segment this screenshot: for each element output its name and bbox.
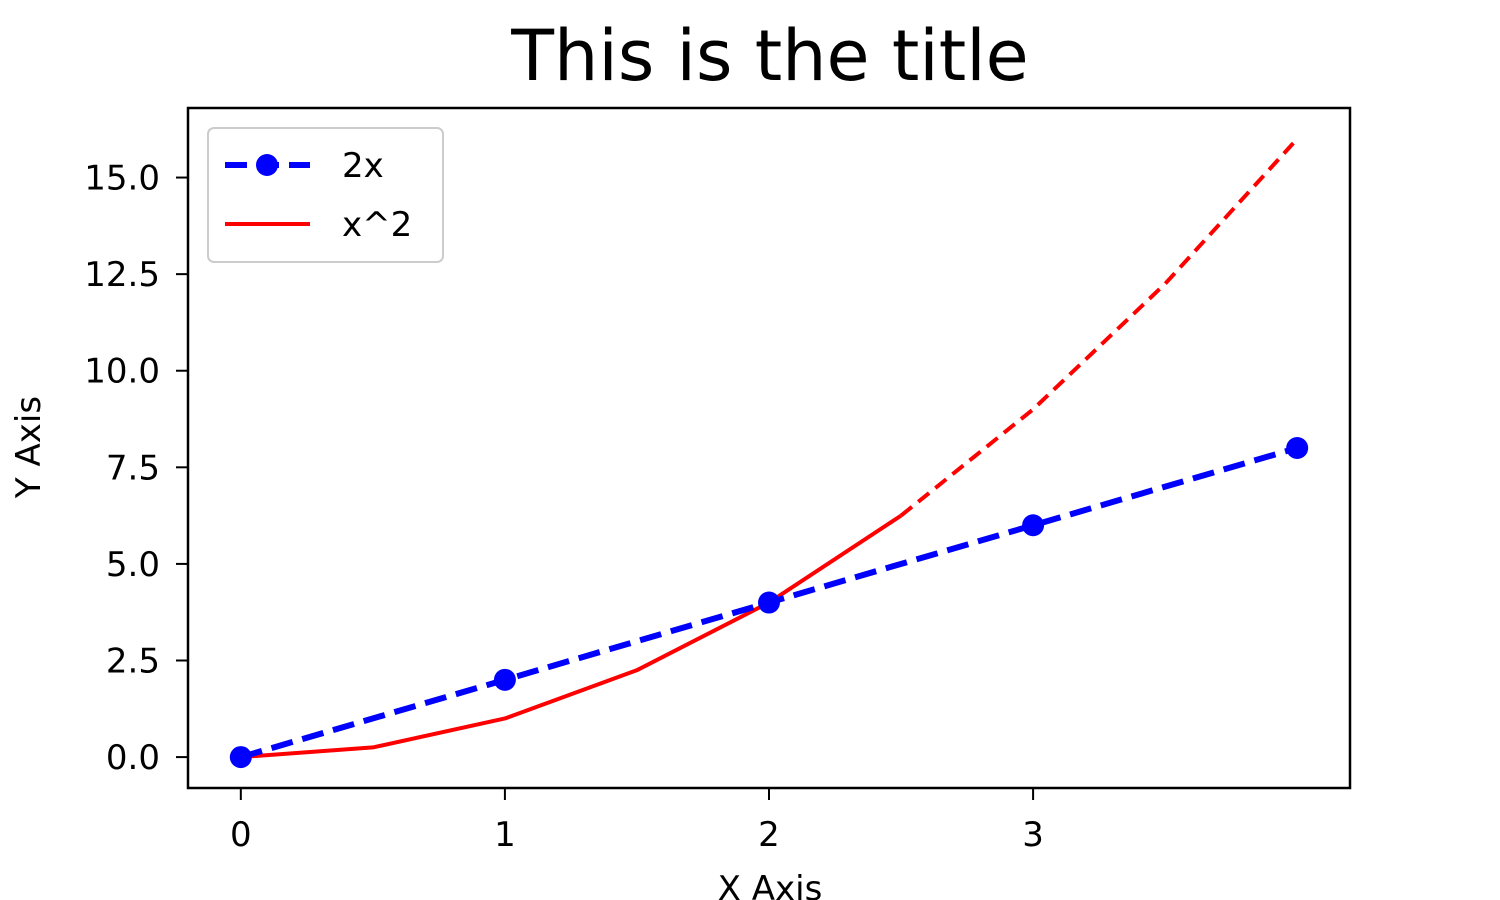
legend: 2xx^2	[207, 127, 444, 263]
y-tick-label: 15.0	[84, 159, 160, 199]
legend-label-2x: 2x	[342, 146, 384, 186]
data-point-2x	[1022, 514, 1045, 537]
chart-title: This is the title	[510, 15, 1028, 97]
y-tick-label: 12.5	[84, 255, 160, 295]
x-tick-label: 2	[758, 815, 780, 855]
y-tick-label: 5.0	[106, 545, 160, 585]
x-tick-label: 0	[230, 815, 252, 855]
x-axis-label: X Axis	[718, 869, 823, 900]
y-axis-label: Y Axis	[9, 396, 49, 499]
y-tick-label: 10.0	[84, 352, 160, 392]
data-point-2x	[229, 746, 252, 769]
legend-label-x-squared: x^2	[342, 205, 412, 245]
y-tick-label: 2.5	[106, 642, 160, 682]
data-point-2x	[493, 668, 516, 691]
series-line-x-squared-solid	[240, 513, 903, 760]
x-tick-label: 1	[494, 815, 516, 855]
legend-marker-2x	[256, 154, 278, 176]
y-tick-label: 7.5	[106, 448, 160, 488]
data-point-2x	[758, 591, 780, 614]
series-line-x-squared-dashed	[899, 137, 1299, 518]
plot-area: 0 1 2 3 0.0 2.5 5.0 7.5 10.0 12.5 15.0	[84, 106, 1352, 855]
x-tick-label: 3	[1022, 815, 1044, 855]
data-point-2x	[1286, 437, 1309, 459]
y-tick-label: 0.0	[106, 738, 160, 778]
